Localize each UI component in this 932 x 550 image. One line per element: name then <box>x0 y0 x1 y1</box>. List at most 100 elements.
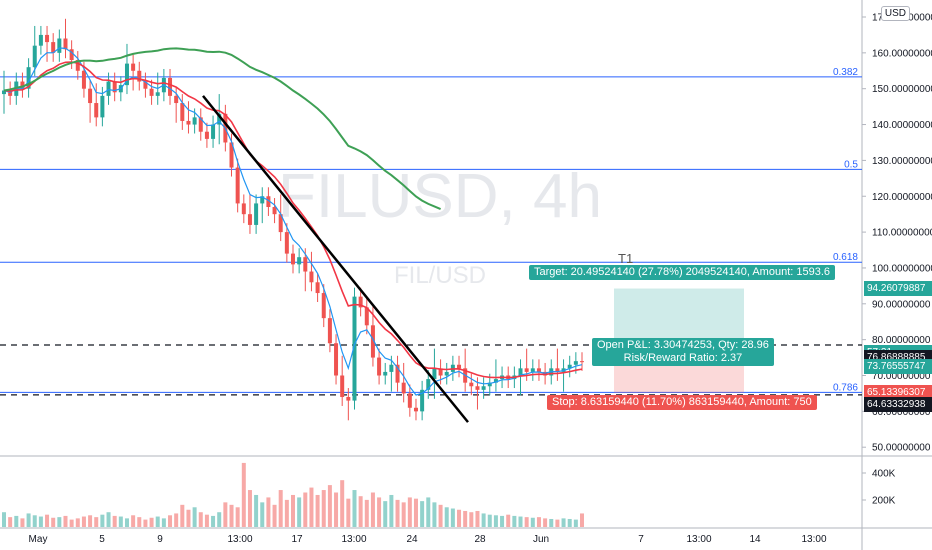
candle-body <box>395 364 400 383</box>
ema-fast-line <box>3 47 583 396</box>
volume-bar <box>278 490 283 527</box>
candle-body <box>266 196 271 208</box>
volume-bar <box>561 518 566 527</box>
candle-body <box>487 382 492 387</box>
volume-bar <box>260 502 265 527</box>
risk-reward-text: Risk/Reward Ratio: 2.37 <box>623 351 743 364</box>
volume-bar <box>291 494 295 527</box>
x-tick-label: 13:00 <box>801 534 826 545</box>
x-tick-label: 5 <box>99 534 105 545</box>
volume-bar <box>174 513 179 527</box>
x-tick-label: 13:00 <box>341 534 366 545</box>
volume-bar <box>75 518 80 527</box>
candle-body <box>518 368 523 376</box>
candle-body <box>149 88 154 96</box>
candle-body <box>309 271 314 283</box>
volume-bar <box>487 514 492 527</box>
candle-body <box>217 113 222 125</box>
y-tick-label: 80.00000000 <box>872 335 931 346</box>
candle-body <box>180 103 185 121</box>
volume-bar <box>106 512 111 527</box>
candle-body <box>186 120 191 125</box>
trendline <box>202 95 469 423</box>
volume-bar <box>198 512 203 527</box>
volume-bar <box>38 516 43 527</box>
volume-bar <box>567 518 572 527</box>
candle-body <box>112 81 117 93</box>
candle-body <box>536 368 541 372</box>
volume-bar <box>395 499 400 527</box>
candle-body <box>198 117 203 132</box>
candle-body <box>20 81 25 89</box>
y-tick-label: 100.00000000 <box>872 263 932 274</box>
volume-bar <box>20 518 25 527</box>
volume-bar <box>211 515 216 527</box>
target-label: Target: 20.49524140 (27.78%) 2049524140,… <box>529 264 836 280</box>
candle-body <box>26 67 31 89</box>
volume-bar <box>155 516 160 527</box>
volume-bar <box>124 518 129 527</box>
volume-bar <box>241 462 246 527</box>
volume-bar <box>413 498 418 527</box>
currency-badge[interactable]: USD <box>880 6 910 21</box>
candle-body <box>340 375 345 398</box>
candle-body <box>377 357 382 376</box>
candle-body <box>229 142 234 168</box>
fib-level-label: 0.786 <box>833 382 858 393</box>
volume-bar <box>518 516 523 527</box>
volume-bar <box>235 507 240 527</box>
volume-bar <box>555 519 560 527</box>
volume-bar <box>266 497 271 527</box>
candle-body <box>334 343 339 376</box>
candle-body <box>124 63 129 86</box>
y-tick-label: 140.00000000 <box>872 120 932 131</box>
candle-body <box>100 95 105 118</box>
candle-body <box>38 34 43 46</box>
candle-body <box>321 293 326 319</box>
candle-body <box>457 364 462 369</box>
fib-level-label: 0.382 <box>833 67 858 78</box>
candle-body <box>413 407 418 412</box>
price-tag: 94.26079887 <box>864 281 932 297</box>
candle-body <box>8 90 13 96</box>
volume-bar <box>168 515 173 527</box>
candle-body <box>192 117 197 125</box>
volume-bar <box>536 517 541 527</box>
candle-body <box>272 207 277 215</box>
candle-body <box>88 88 93 104</box>
volume-bar <box>303 492 308 527</box>
candle-body <box>211 124 216 139</box>
candle-body <box>530 368 535 372</box>
volume-bar <box>432 502 437 527</box>
price-tag: 64.63332938 <box>864 397 932 413</box>
candle-body <box>327 318 332 344</box>
volume-bar <box>469 512 474 527</box>
position-stop-zone <box>614 361 744 393</box>
candle-body <box>81 70 86 89</box>
volume-bar <box>118 516 123 527</box>
volume-bar <box>315 494 320 527</box>
volume-bar <box>352 490 357 527</box>
candle-body <box>383 371 388 376</box>
volume-bar <box>297 497 302 527</box>
candle-body <box>567 364 572 369</box>
x-tick-label: 24 <box>406 534 418 545</box>
volume-bar <box>94 517 99 527</box>
volume-bar <box>88 515 93 527</box>
volume-bar <box>327 485 332 527</box>
candle-body <box>573 361 578 365</box>
candle-body <box>32 45 37 68</box>
candle-body <box>131 63 136 71</box>
volume-bar <box>223 502 228 527</box>
candle-body <box>155 92 160 96</box>
x-tick-label: 13:00 <box>686 534 711 545</box>
volume-bar <box>272 504 277 527</box>
candle-body <box>291 253 295 265</box>
candle-body <box>420 389 425 412</box>
volume-bar <box>377 497 382 527</box>
y-tick-label: 120.00000000 <box>872 192 932 203</box>
volume-bar <box>100 514 105 527</box>
volume-bar <box>8 517 13 527</box>
x-tick-label: 13:00 <box>227 534 252 545</box>
